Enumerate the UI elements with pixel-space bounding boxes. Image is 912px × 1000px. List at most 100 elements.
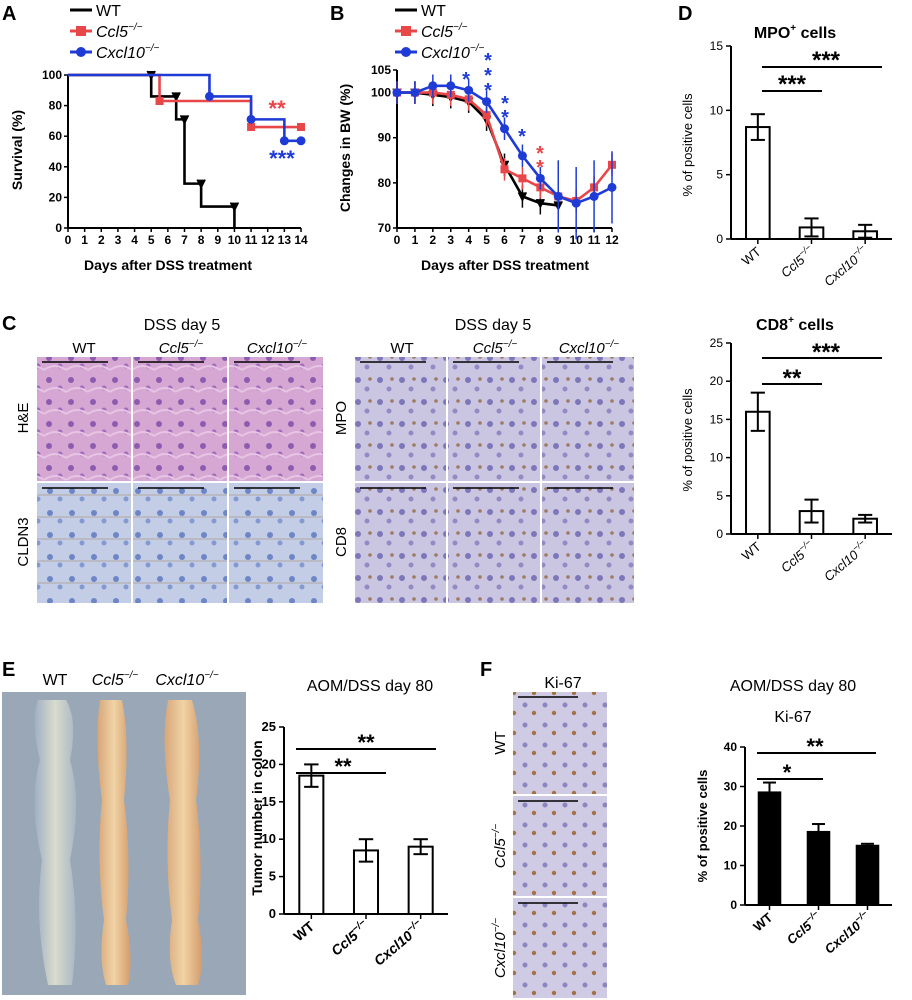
x-tick-label: Ccl5−/− xyxy=(782,908,825,948)
bars-d-mpo xyxy=(745,113,878,240)
x-tick-label: 7 xyxy=(181,233,188,247)
series-marker-ccl5 xyxy=(155,97,164,106)
c-col-wt-left: WT xyxy=(72,340,95,357)
y-tick-label: 100 xyxy=(371,86,391,100)
c-row-cd8: CD8 xyxy=(333,527,350,557)
x-tick-label: 6 xyxy=(501,233,508,247)
x-tick-label: Cxcl10−/− xyxy=(820,908,874,957)
series-marker-cxcl10 xyxy=(428,81,438,91)
panel-d-cd8: CD8+ cells % of positive cells 0 5 10 15 20 2… xyxy=(680,315,892,584)
panel-d-mpo: MPO+ cells % of positive cells 0 5 10 15 WT C… xyxy=(680,23,892,289)
series-marker-cxcl10 xyxy=(296,136,306,146)
c-row-cldn3: CLDN3 xyxy=(15,517,32,566)
colon-wt xyxy=(34,700,76,985)
axis-label-a-y: Survival (%) xyxy=(9,110,25,190)
c-col-ccl5-left: Ccl5−/− xyxy=(159,339,204,357)
legend-b-wt: WT xyxy=(421,3,446,20)
y-tick-label: 5 xyxy=(716,168,723,182)
axis-label-b-y: Changes in BW (%) xyxy=(337,84,353,212)
series-marker-cxcl10 xyxy=(553,191,563,201)
series-marker-cxcl10 xyxy=(446,81,456,91)
y-tick-label: 20 xyxy=(724,819,738,833)
x-tick-label: Ccl5−/− xyxy=(327,917,372,958)
sig-b-d5a: * xyxy=(484,50,492,72)
x-tick-label: 11 xyxy=(245,233,258,247)
x-tick-label-sup: −/− xyxy=(797,537,813,553)
bar-wt xyxy=(298,774,325,915)
x-tick-label: 4 xyxy=(465,233,472,247)
y-tick-label: 80 xyxy=(49,99,63,113)
series-marker-ccl5 xyxy=(482,111,491,120)
y-tick-label: 0 xyxy=(716,527,723,541)
x-tick-label-sup: −/− xyxy=(797,242,813,258)
sig-e-a: ** xyxy=(334,754,352,779)
series-marker-ccl5 xyxy=(247,123,256,132)
micrograph-mpo-cxcl10 xyxy=(542,357,634,481)
axis-label-b-x: Days after DSS treatment xyxy=(421,257,589,273)
c-row-he: H&E xyxy=(15,403,32,434)
panel-b-bodyweight: WT Ccl5−/− Cxcl10−/− Changes in BW (%) D… xyxy=(337,3,619,273)
c-col-cxcl10-right: Cxcl10−/− xyxy=(559,339,619,357)
e-col-cxcl10: Cxcl10−/− xyxy=(155,670,219,689)
f-row-cxcl10: Cxcl10−/− xyxy=(491,918,509,978)
bar-wt xyxy=(745,126,771,240)
y-tick-label: 10 xyxy=(710,103,724,117)
y-tick-label: 105 xyxy=(371,63,391,77)
x-tick-label-sup: −/− xyxy=(804,908,821,925)
sig-d-mpo-b: *** xyxy=(812,47,841,74)
bar-ccl5 xyxy=(806,830,831,906)
series-marker-ccl5 xyxy=(297,123,305,132)
colon-cxcl10 xyxy=(164,700,202,985)
e-subtitle: AOM/DSS day 80 xyxy=(307,678,433,695)
x-tick-label: 10 xyxy=(569,233,583,247)
y-tick-label: 70 xyxy=(378,221,392,235)
sig-a-ccl5: ** xyxy=(268,96,286,121)
y-tick-label: 20 xyxy=(262,756,276,771)
micrograph-ki67-wt xyxy=(513,692,607,794)
series-line-wt xyxy=(397,91,559,207)
panel-e-colons: WT Ccl5−/− Cxcl10−/− AOM/DSS day 80 Tumo… xyxy=(2,670,448,995)
series-a xyxy=(68,70,306,228)
x-tick-label: Ccl5−/− xyxy=(777,537,818,575)
y-tick-label: 100 xyxy=(42,68,62,82)
x-tick-label: WT xyxy=(739,539,764,564)
panel-label-d: D xyxy=(678,3,692,25)
x-tick-label: 2 xyxy=(429,233,436,247)
series-marker-cxcl10 xyxy=(517,151,527,161)
sig-f-b: ** xyxy=(806,734,824,759)
sig-b-d7: * xyxy=(518,126,526,148)
y-tick-label: 30 xyxy=(724,780,738,794)
panel-c-histology: DSS day 5 DSS day 5 WT Ccl5−/− Cxcl10−/−… xyxy=(15,317,634,603)
sig-b-d6b: * xyxy=(501,107,509,129)
x-tick-label: 5 xyxy=(148,233,155,247)
sig-b-d8a: * xyxy=(536,143,544,165)
sig-b-d4: * xyxy=(462,69,470,91)
x-tick-label-sup: −/− xyxy=(850,242,866,258)
c-header-right: DSS day 5 xyxy=(455,317,532,334)
series-marker-wt xyxy=(171,92,181,103)
micrograph-cd8-ccl5 xyxy=(448,483,540,603)
micrograph-grid-left xyxy=(37,357,323,603)
f-subtitle: AOM/DSS day 80 xyxy=(730,678,856,695)
micrograph-cd8-cxcl10 xyxy=(542,483,634,603)
axis-label-f-y: % of positive cells xyxy=(695,770,710,883)
series-marker-ccl5 xyxy=(518,174,527,183)
chart-title-f: Ki-67 xyxy=(774,709,811,726)
series-marker-cxcl10 xyxy=(279,136,289,146)
sig-b-d5b: * xyxy=(484,65,492,87)
bar-wt xyxy=(757,791,782,906)
panel-label-f: F xyxy=(480,659,492,681)
axis-label-d-mpo-y: % of positive cells xyxy=(680,93,695,197)
x-tick-label: Cxcl10−/− xyxy=(820,537,871,584)
series-marker-cxcl10 xyxy=(482,97,492,107)
micrograph-ki67-ccl5 xyxy=(513,796,607,896)
x-tick-label-sup: −/− xyxy=(850,537,866,553)
x-tick-label: 9 xyxy=(214,233,221,247)
panel-f-ki67: Ki-67 WT Ccl5−/− Cxcl10−/− AOM/DSS day 8… xyxy=(491,675,892,998)
x-tick-label: 4 xyxy=(131,233,138,247)
f-row-wt: WT xyxy=(492,731,509,754)
sig-e-b: ** xyxy=(357,730,375,755)
series-marker-cxcl10 xyxy=(464,85,474,95)
series-marker-cxcl10 xyxy=(392,88,402,98)
